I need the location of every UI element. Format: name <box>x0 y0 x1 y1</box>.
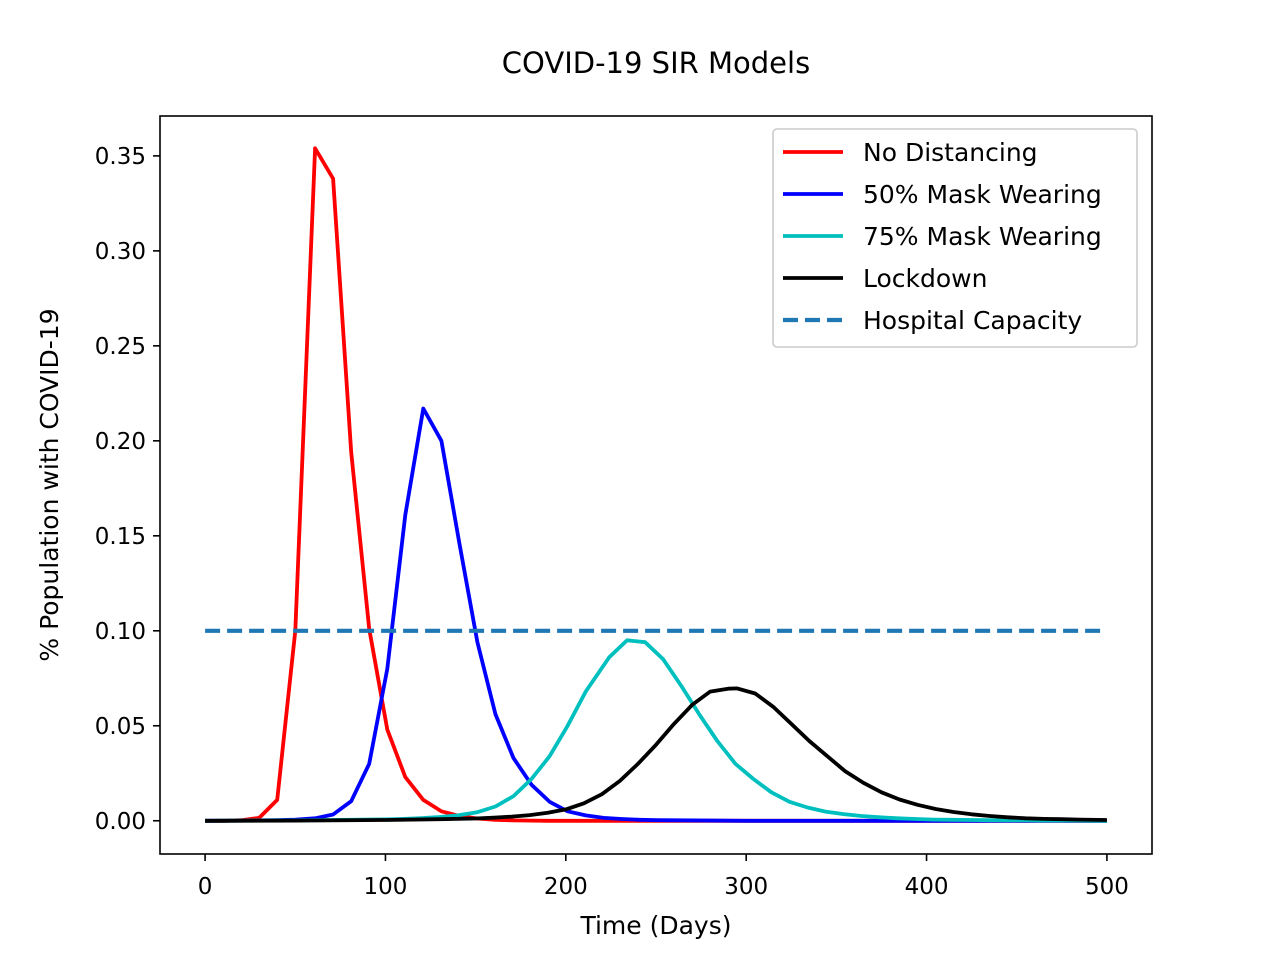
legend-label-75pct-mask-wearing: 75% Mask Wearing <box>863 222 1102 251</box>
legend-label-no-distancing: No Distancing <box>863 138 1038 167</box>
axis-ticks: 0 100 200 300 400 500 0.00 0.05 0.10 0.15 0.20 0.25… <box>95 144 1129 900</box>
legend-label-hospital-capacity: Hospital Capacity <box>863 306 1082 335</box>
plot-area <box>205 146 1107 823</box>
y-axis-title: % Population with COVID-19 <box>35 308 64 661</box>
x-tick-label: 300 <box>724 874 768 900</box>
y-tick-label: 0.30 <box>95 239 146 265</box>
y-tick-label: 0.00 <box>95 809 146 835</box>
x-tick-label: 100 <box>364 874 408 900</box>
legend-label-50pct-mask-wearing: 50% Mask Wearing <box>863 180 1102 209</box>
series-line-50pct-mask-wearing <box>205 406 1107 823</box>
x-tick-label: 500 <box>1085 874 1129 900</box>
x-axis-title: Time (Days) <box>579 911 731 940</box>
legend: No Distancing 50% Mask Wearing 75% Mask We… <box>772 128 1138 348</box>
legend-label-lockdown: Lockdown <box>863 264 987 293</box>
series-line-75pct-mask-wearing <box>205 638 1107 823</box>
y-tick-label: 0.05 <box>95 714 146 740</box>
y-tick-label: 0.20 <box>95 429 146 455</box>
x-tick-label: 400 <box>905 874 949 900</box>
series-line-lockdown <box>205 686 1107 823</box>
y-tick-label: 0.35 <box>95 144 146 170</box>
y-tick-label: 0.10 <box>95 619 146 645</box>
x-tick-label: 0 <box>198 874 213 900</box>
y-tick-label: 0.15 <box>95 524 146 550</box>
x-tick-label: 200 <box>544 874 588 900</box>
y-tick-label: 0.25 <box>95 334 146 360</box>
legend-box <box>772 128 1138 348</box>
chart-title: COVID-19 SIR Models <box>502 46 810 80</box>
axes-frame <box>159 115 1153 855</box>
